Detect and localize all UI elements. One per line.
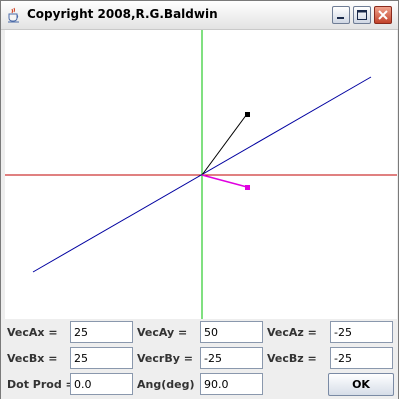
dot-product-label: Dot Prod = (7, 378, 75, 391)
dot-product-field[interactable] (70, 373, 133, 395)
vector-a-line (201, 113, 248, 176)
vecax-label: VecAx = (7, 326, 58, 339)
window-title: Copyright 2008,R.G.Baldwin (27, 7, 218, 21)
vecax-field[interactable] (70, 321, 133, 343)
vecay-field[interactable] (200, 321, 263, 343)
plot-canvas (5, 30, 397, 319)
vecbx-field[interactable] (70, 347, 133, 369)
ok-button[interactable]: OK (328, 373, 394, 396)
angle-field[interactable] (200, 373, 263, 395)
minimize-button[interactable] (332, 6, 350, 24)
maximize-button[interactable] (353, 6, 371, 24)
title-bar[interactable]: Copyright 2008,R.G.Baldwin (1, 1, 398, 30)
close-icon (378, 10, 388, 20)
angle-label: Ang(deg) (137, 378, 195, 391)
close-button[interactable] (374, 6, 392, 24)
vector-b-tip (245, 185, 250, 190)
vecby-field[interactable] (200, 347, 263, 369)
vecaz-label: VecAz = (267, 326, 317, 339)
vector-b-line (201, 174, 248, 188)
vector-a-tip (245, 112, 250, 117)
vecbz-label: VecBz = (267, 352, 317, 365)
vecby-label: VecrBy = (137, 352, 193, 365)
vector-plot (5, 30, 397, 319)
vecbx-label: VecBx = (7, 352, 58, 365)
minimize-icon (337, 17, 344, 19)
maximize-icon (357, 10, 367, 20)
vecay-label: VecAy = (137, 326, 188, 339)
java-cup-icon (8, 7, 19, 23)
vecbz-field[interactable] (330, 347, 393, 369)
vecaz-field[interactable] (330, 321, 393, 343)
